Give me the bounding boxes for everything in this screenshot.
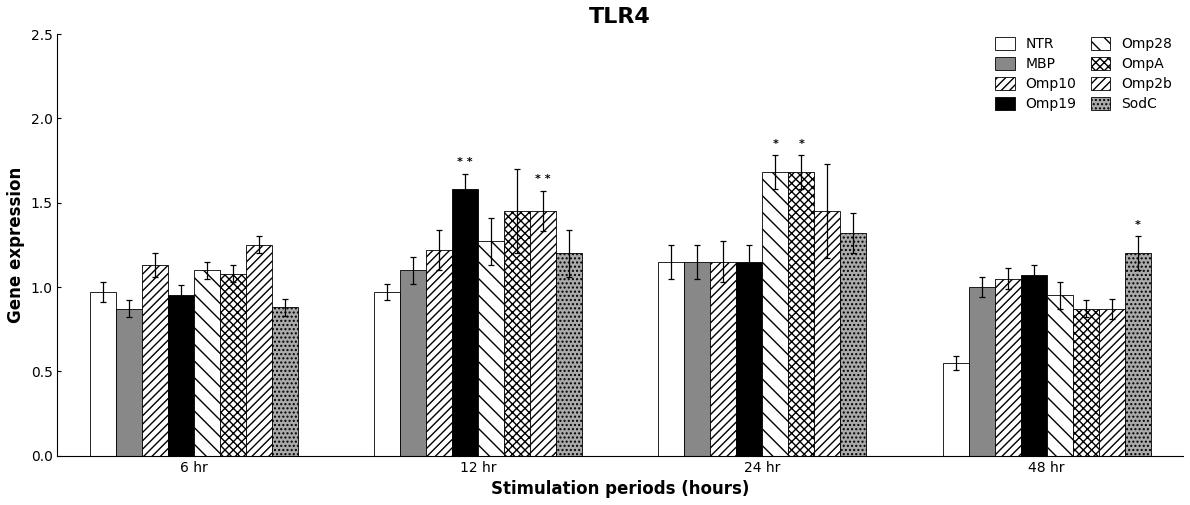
Bar bbox=[1047, 295, 1072, 456]
Bar bbox=[246, 245, 271, 456]
Bar bbox=[374, 292, 400, 456]
Bar bbox=[788, 172, 814, 456]
Bar bbox=[271, 307, 298, 456]
Y-axis label: Gene expression: Gene expression bbox=[7, 167, 25, 323]
Bar bbox=[969, 287, 995, 456]
Bar bbox=[1021, 275, 1047, 456]
Bar bbox=[556, 254, 582, 456]
Bar bbox=[168, 295, 194, 456]
Bar bbox=[710, 262, 737, 456]
Bar bbox=[400, 270, 426, 456]
Bar bbox=[478, 241, 505, 456]
Title: TLR4: TLR4 bbox=[589, 7, 651, 27]
Bar bbox=[452, 189, 478, 456]
Bar bbox=[763, 172, 788, 456]
Bar bbox=[658, 262, 684, 456]
Text: * *: * * bbox=[536, 174, 551, 184]
Bar bbox=[142, 265, 168, 456]
Bar bbox=[115, 309, 142, 456]
Bar bbox=[840, 233, 866, 456]
X-axis label: Stimulation periods (hours): Stimulation periods (hours) bbox=[491, 480, 750, 498]
Legend: NTR, MBP, Omp10, Omp19, Omp28, OmpA, Omp2b, SodC: NTR, MBP, Omp10, Omp19, Omp28, OmpA, Omp… bbox=[991, 32, 1176, 115]
Bar bbox=[1125, 254, 1151, 456]
Text: *: * bbox=[772, 139, 778, 149]
Bar bbox=[942, 363, 969, 456]
Bar bbox=[684, 262, 710, 456]
Bar bbox=[89, 292, 115, 456]
Bar bbox=[220, 274, 246, 456]
Bar bbox=[1098, 309, 1125, 456]
Bar bbox=[814, 211, 840, 456]
Bar bbox=[530, 211, 556, 456]
Bar bbox=[426, 250, 452, 456]
Bar bbox=[505, 211, 530, 456]
Bar bbox=[995, 279, 1021, 456]
Bar bbox=[1072, 309, 1098, 456]
Text: * *: * * bbox=[457, 157, 472, 167]
Bar bbox=[194, 270, 220, 456]
Bar bbox=[737, 262, 763, 456]
Text: *: * bbox=[798, 139, 804, 149]
Text: *: * bbox=[1135, 220, 1140, 230]
